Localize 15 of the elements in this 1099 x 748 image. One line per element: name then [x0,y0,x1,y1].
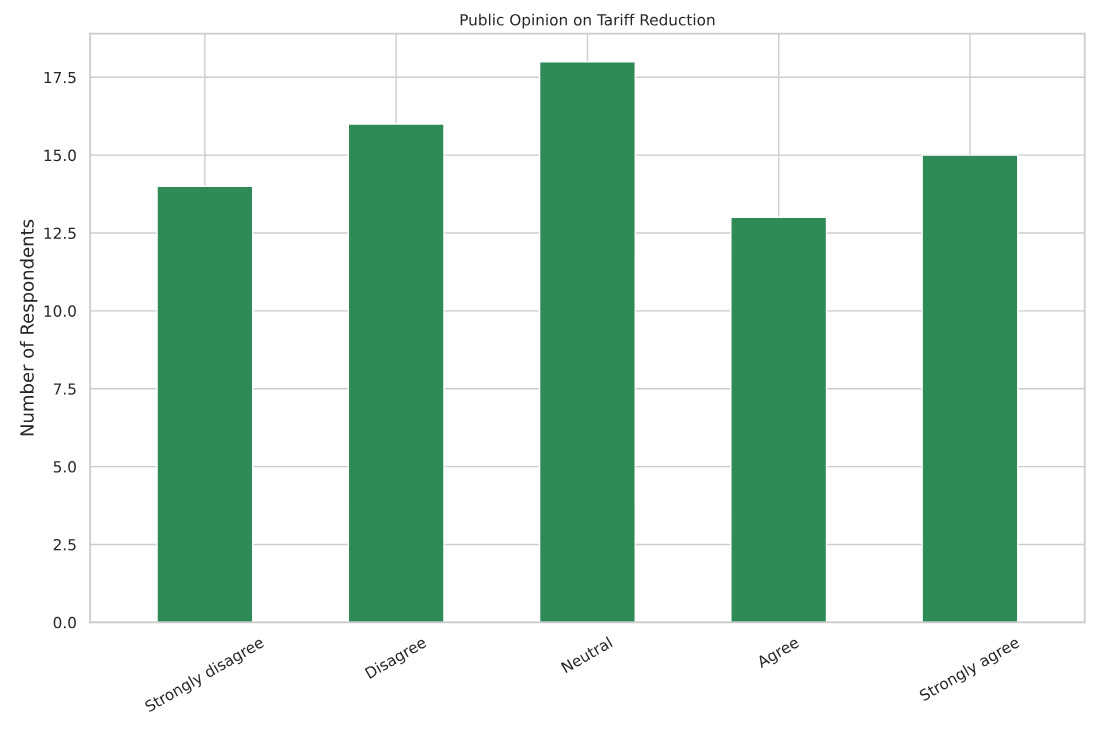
y-axis-title: Number of Respondents [19,219,38,436]
y-tick-label: 5.0 [53,461,76,473]
bar [921,154,1019,623]
bar [538,60,636,623]
bar [730,216,828,623]
y-tick-label: 15.0 [44,149,76,162]
y-tick-label: 17.5 [44,71,76,84]
chart-title: Public Opinion on Tariff Reduction [460,13,715,29]
y-tick-label: 0.0 [53,616,76,629]
y-tick-label: 10.0 [44,305,76,317]
y-tick-label: 7.5 [53,383,76,395]
bar [156,185,254,623]
y-tick-label: 12.5 [44,227,76,240]
bar [347,123,445,623]
y-tick-label: 2.5 [53,538,76,551]
